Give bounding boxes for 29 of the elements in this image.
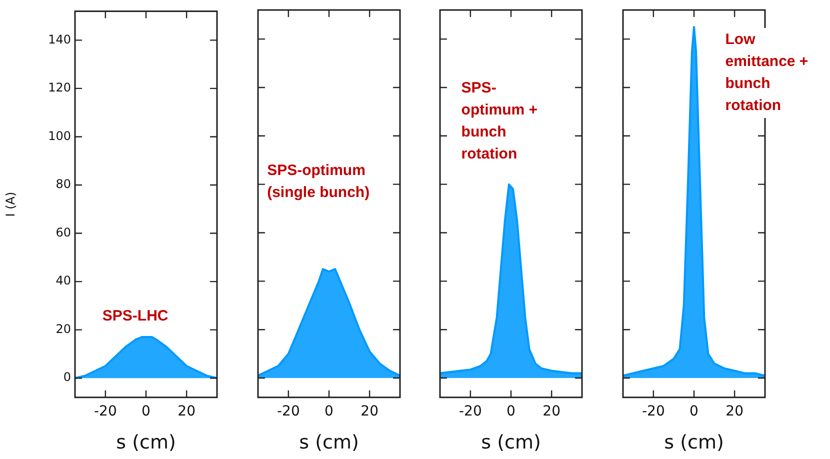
x-tick-label: -20 [458, 403, 482, 420]
x-tick-label: 20 [178, 403, 196, 420]
y-tick-label: 100 [48, 128, 71, 143]
y-tick-label: 0 [63, 370, 71, 384]
y-tick-label: 40 [56, 274, 71, 288]
x-axis-title: s (cm) [299, 432, 359, 454]
annotation: SPS-optimum (single bunch) [267, 162, 370, 202]
x-tick-label: 20 [360, 403, 378, 420]
x-tick-label: 0 [690, 403, 698, 420]
annotation: Low emittance + bunch rotation [725, 31, 808, 114]
x-tick-label: 0 [324, 403, 334, 420]
annotation: SPS-LHC [102, 307, 168, 324]
x-axis-title: s (cm) [481, 432, 541, 454]
y-tick-label: 140 [48, 32, 71, 46]
x-tick-label: -20 [642, 403, 665, 420]
x-tick-label: -20 [94, 403, 117, 420]
x-axis-title: s (cm) [664, 432, 724, 454]
x-tick-label: 0 [142, 403, 150, 420]
annotation: SPS- optimum + bunch rotation [461, 80, 538, 163]
y-tick-label: 60 [56, 225, 71, 240]
x-tick-label: 20 [542, 403, 560, 420]
y-tick-label: 80 [56, 177, 71, 192]
x-tick-label: 20 [726, 403, 744, 420]
y-tick-label: 120 [48, 80, 71, 95]
x-tick-label: 0 [506, 403, 516, 420]
y-axis-title: I (A) [3, 192, 18, 217]
x-tick-label: -20 [276, 403, 300, 420]
y-tick-label: 20 [56, 322, 71, 336]
x-axis-title: s (cm) [116, 432, 176, 454]
